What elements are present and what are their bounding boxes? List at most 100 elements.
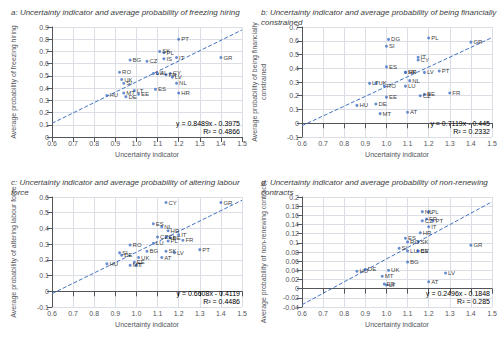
svg-text:BG: BG bbox=[133, 57, 142, 63]
svg-text:0.2: 0.2 bbox=[39, 109, 49, 116]
svg-text:HR: HR bbox=[171, 228, 180, 234]
svg-text:0.9: 0.9 bbox=[360, 310, 370, 317]
svg-text:0.8: 0.8 bbox=[39, 36, 49, 43]
svg-text:Uncertainty indicator: Uncertainty indicator bbox=[365, 321, 429, 329]
svg-text:0.6: 0.6 bbox=[297, 140, 307, 147]
svg-text:R² = 0.285: R² = 0.285 bbox=[457, 298, 490, 305]
svg-text:0.8: 0.8 bbox=[89, 310, 99, 317]
svg-text:0.4: 0.4 bbox=[39, 85, 49, 92]
svg-text:1.3: 1.3 bbox=[195, 310, 205, 317]
svg-text:1.0: 1.0 bbox=[382, 140, 392, 147]
svg-text:R² = 0.4486: R² = 0.4486 bbox=[203, 298, 240, 305]
svg-text:PL: PL bbox=[431, 209, 439, 215]
svg-text:R² = 0.4866: R² = 0.4866 bbox=[203, 128, 240, 135]
svg-text:1.4: 1.4 bbox=[466, 140, 476, 147]
svg-text:contracts: contracts bbox=[261, 188, 293, 197]
svg-text:ES: ES bbox=[389, 64, 397, 70]
svg-text:0.6: 0.6 bbox=[47, 310, 57, 317]
svg-text:MT: MT bbox=[383, 111, 392, 117]
svg-text:LU: LU bbox=[408, 83, 416, 89]
svg-text:0.1: 0.1 bbox=[39, 121, 49, 128]
svg-text:1.4: 1.4 bbox=[466, 310, 476, 317]
svg-text:0.6: 0.6 bbox=[47, 140, 57, 147]
svg-text:LV: LV bbox=[427, 69, 434, 75]
svg-text:0.06: 0.06 bbox=[285, 258, 299, 265]
svg-text:0.9: 0.9 bbox=[360, 140, 370, 147]
svg-text:d: Uncertainty indicator and a: d: Uncertainty indicator and average pro… bbox=[261, 178, 490, 187]
svg-text:1.5: 1.5 bbox=[237, 310, 247, 317]
svg-text:0.4: 0.4 bbox=[39, 225, 49, 232]
svg-text:EE: EE bbox=[389, 94, 397, 100]
svg-text:EE: EE bbox=[387, 281, 395, 287]
svg-text:PT: PT bbox=[202, 247, 210, 253]
svg-text:Uncertainty indicator: Uncertainty indicator bbox=[115, 151, 179, 159]
svg-text:0.7: 0.7 bbox=[318, 310, 328, 317]
svg-text:R² = 0.2332: R² = 0.2332 bbox=[453, 128, 490, 135]
svg-text:SI: SI bbox=[122, 250, 128, 256]
svg-text:IT: IT bbox=[431, 224, 437, 230]
svg-text:AT: AT bbox=[410, 109, 418, 115]
svg-text:PT: PT bbox=[442, 68, 450, 74]
svg-text:Average probability of freezin: Average probability of freezing hiring bbox=[10, 25, 18, 139]
svg-text:EE: EE bbox=[141, 91, 149, 97]
svg-text:0.9: 0.9 bbox=[110, 310, 120, 317]
svg-text:SI: SI bbox=[126, 80, 132, 86]
svg-text:0.02: 0.02 bbox=[285, 276, 299, 283]
svg-text:0.2: 0.2 bbox=[39, 256, 49, 263]
svg-text:0.04: 0.04 bbox=[285, 267, 299, 274]
svg-text:1.5: 1.5 bbox=[487, 140, 497, 147]
svg-text:1.2: 1.2 bbox=[174, 310, 184, 317]
svg-text:GR: GR bbox=[473, 242, 483, 248]
svg-text:1.3: 1.3 bbox=[445, 310, 455, 317]
svg-text:PT: PT bbox=[181, 36, 189, 42]
svg-text:force: force bbox=[11, 188, 29, 197]
svg-text:AT: AT bbox=[164, 255, 172, 261]
svg-text:1.1: 1.1 bbox=[153, 140, 163, 147]
svg-text:0: 0 bbox=[295, 285, 299, 292]
svg-text:0.7: 0.7 bbox=[68, 140, 78, 147]
svg-text:HU: HU bbox=[109, 261, 118, 267]
svg-text:0.6: 0.6 bbox=[289, 37, 299, 44]
svg-text:BG: BG bbox=[410, 259, 419, 265]
svg-text:SK: SK bbox=[162, 48, 170, 54]
svg-text:0.8: 0.8 bbox=[339, 310, 349, 317]
svg-text:0.2: 0.2 bbox=[289, 92, 299, 99]
svg-text:HR: HR bbox=[181, 90, 190, 96]
svg-text:1.3: 1.3 bbox=[195, 140, 205, 147]
svg-text:BE: BE bbox=[173, 235, 181, 241]
svg-text:CZ: CZ bbox=[150, 58, 158, 64]
svg-text:SI: SI bbox=[402, 245, 408, 251]
svg-text:a: Uncertainty indicator and a: a: Uncertainty indicator and average pro… bbox=[11, 8, 240, 17]
svg-text:GR: GR bbox=[223, 200, 233, 206]
svg-text:DE: DE bbox=[128, 94, 136, 100]
svg-text:RO: RO bbox=[387, 83, 396, 89]
svg-text:PL: PL bbox=[431, 35, 439, 41]
svg-text:-0.02: -0.02 bbox=[283, 294, 299, 301]
svg-text:1.2: 1.2 bbox=[174, 140, 184, 147]
svg-text:ES: ES bbox=[158, 86, 166, 92]
svg-text:LV: LV bbox=[448, 270, 455, 276]
svg-text:Uncertainty indicator: Uncertainty indicator bbox=[115, 321, 179, 329]
svg-text:constrained: constrained bbox=[261, 18, 303, 27]
svg-text:CY: CY bbox=[421, 248, 429, 254]
svg-text:1.5: 1.5 bbox=[487, 310, 497, 317]
svg-text:IT: IT bbox=[421, 54, 427, 60]
svg-text:y = 0.6608x - 0.4119: y = 0.6608x - 0.4119 bbox=[177, 290, 241, 298]
svg-text:PT: PT bbox=[435, 218, 443, 224]
svg-text:LU: LU bbox=[156, 240, 164, 246]
svg-text:MT: MT bbox=[385, 273, 394, 279]
svg-text:0.5: 0.5 bbox=[289, 51, 299, 58]
svg-text:1.4: 1.4 bbox=[216, 140, 226, 147]
svg-text:1.0: 1.0 bbox=[132, 310, 142, 317]
svg-text:y = 0.7119x - 0.445: y = 0.7119x - 0.445 bbox=[430, 120, 490, 128]
svg-text:FR: FR bbox=[185, 237, 194, 243]
svg-text:1.1: 1.1 bbox=[403, 140, 413, 147]
svg-text:y = 0.8489x - 0.3975: y = 0.8489x - 0.3975 bbox=[176, 120, 240, 128]
svg-text:1.0: 1.0 bbox=[132, 140, 142, 147]
svg-text:LU: LU bbox=[410, 248, 418, 254]
svg-text:Average probability of non-ren: Average probability of non-renewing cont… bbox=[260, 180, 268, 323]
svg-text:1.1: 1.1 bbox=[153, 310, 163, 317]
svg-text:0.4: 0.4 bbox=[289, 65, 299, 72]
svg-text:Uncertainty indicator: Uncertainty indicator bbox=[365, 151, 429, 159]
svg-text:0.8: 0.8 bbox=[89, 140, 99, 147]
